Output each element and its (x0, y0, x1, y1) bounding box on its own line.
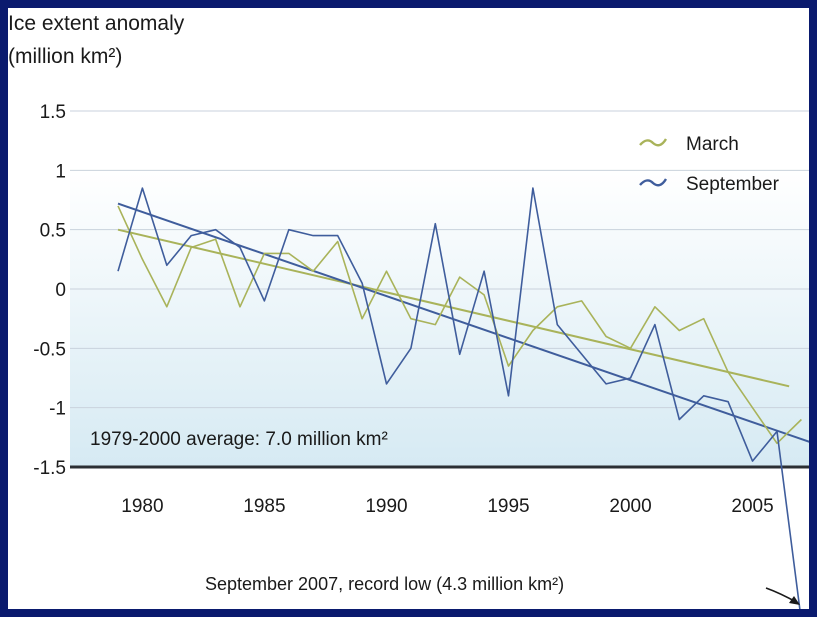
y-tick-label: -1 (49, 399, 66, 420)
chart-panel: Ice extent anomaly (million km²) 1.5 1 0.5… (8, 8, 809, 609)
record-low-annotation: September 2007, record low (4.3 million … (205, 574, 564, 594)
data-series (117, 187, 802, 609)
record-arrow-head (789, 596, 800, 605)
y-axis-title-line2: (million km²) (8, 45, 122, 68)
ice-extent-chart: Ice extent anomaly (million km²) 1.5 1 0.5… (8, 12, 809, 609)
x-tick-label: 2000 (609, 496, 651, 517)
legend-swatch-september (639, 178, 668, 187)
y-axis-title-line1: Ice extent anomaly (8, 12, 185, 35)
y-tick-label: -0.5 (33, 339, 66, 360)
legend-swatch-march (639, 138, 668, 147)
legend-label-march: March (686, 134, 739, 155)
x-tick-label: 1980 (121, 496, 163, 517)
x-tick-label: 2005 (731, 496, 773, 517)
legend: March September (639, 134, 780, 195)
x-tick-label: 1990 (365, 496, 407, 517)
x-tick-label: 1995 (487, 496, 529, 517)
legend-label-september: September (686, 174, 780, 195)
y-tick-label: 0 (55, 280, 66, 301)
y-tick-label: 1 (55, 161, 66, 182)
series-line-september (117, 187, 801, 609)
y-tick-label: -1.5 (33, 458, 66, 479)
y-tick-labels: 1.5 1 0.5 0 -0.5 -1 -1.5 (33, 102, 66, 479)
trend-line-march (117, 228, 790, 388)
background-band (70, 170, 809, 467)
x-tick-labels: 1980 1985 1990 1995 2000 2005 (121, 496, 773, 517)
average-annotation: 1979-2000 average: 7.0 million km² (90, 429, 388, 450)
x-tick-label: 1985 (243, 496, 285, 517)
series-line-march (117, 205, 802, 445)
y-tick-label: 1.5 (40, 102, 66, 123)
y-tick-label: 0.5 (40, 221, 66, 242)
